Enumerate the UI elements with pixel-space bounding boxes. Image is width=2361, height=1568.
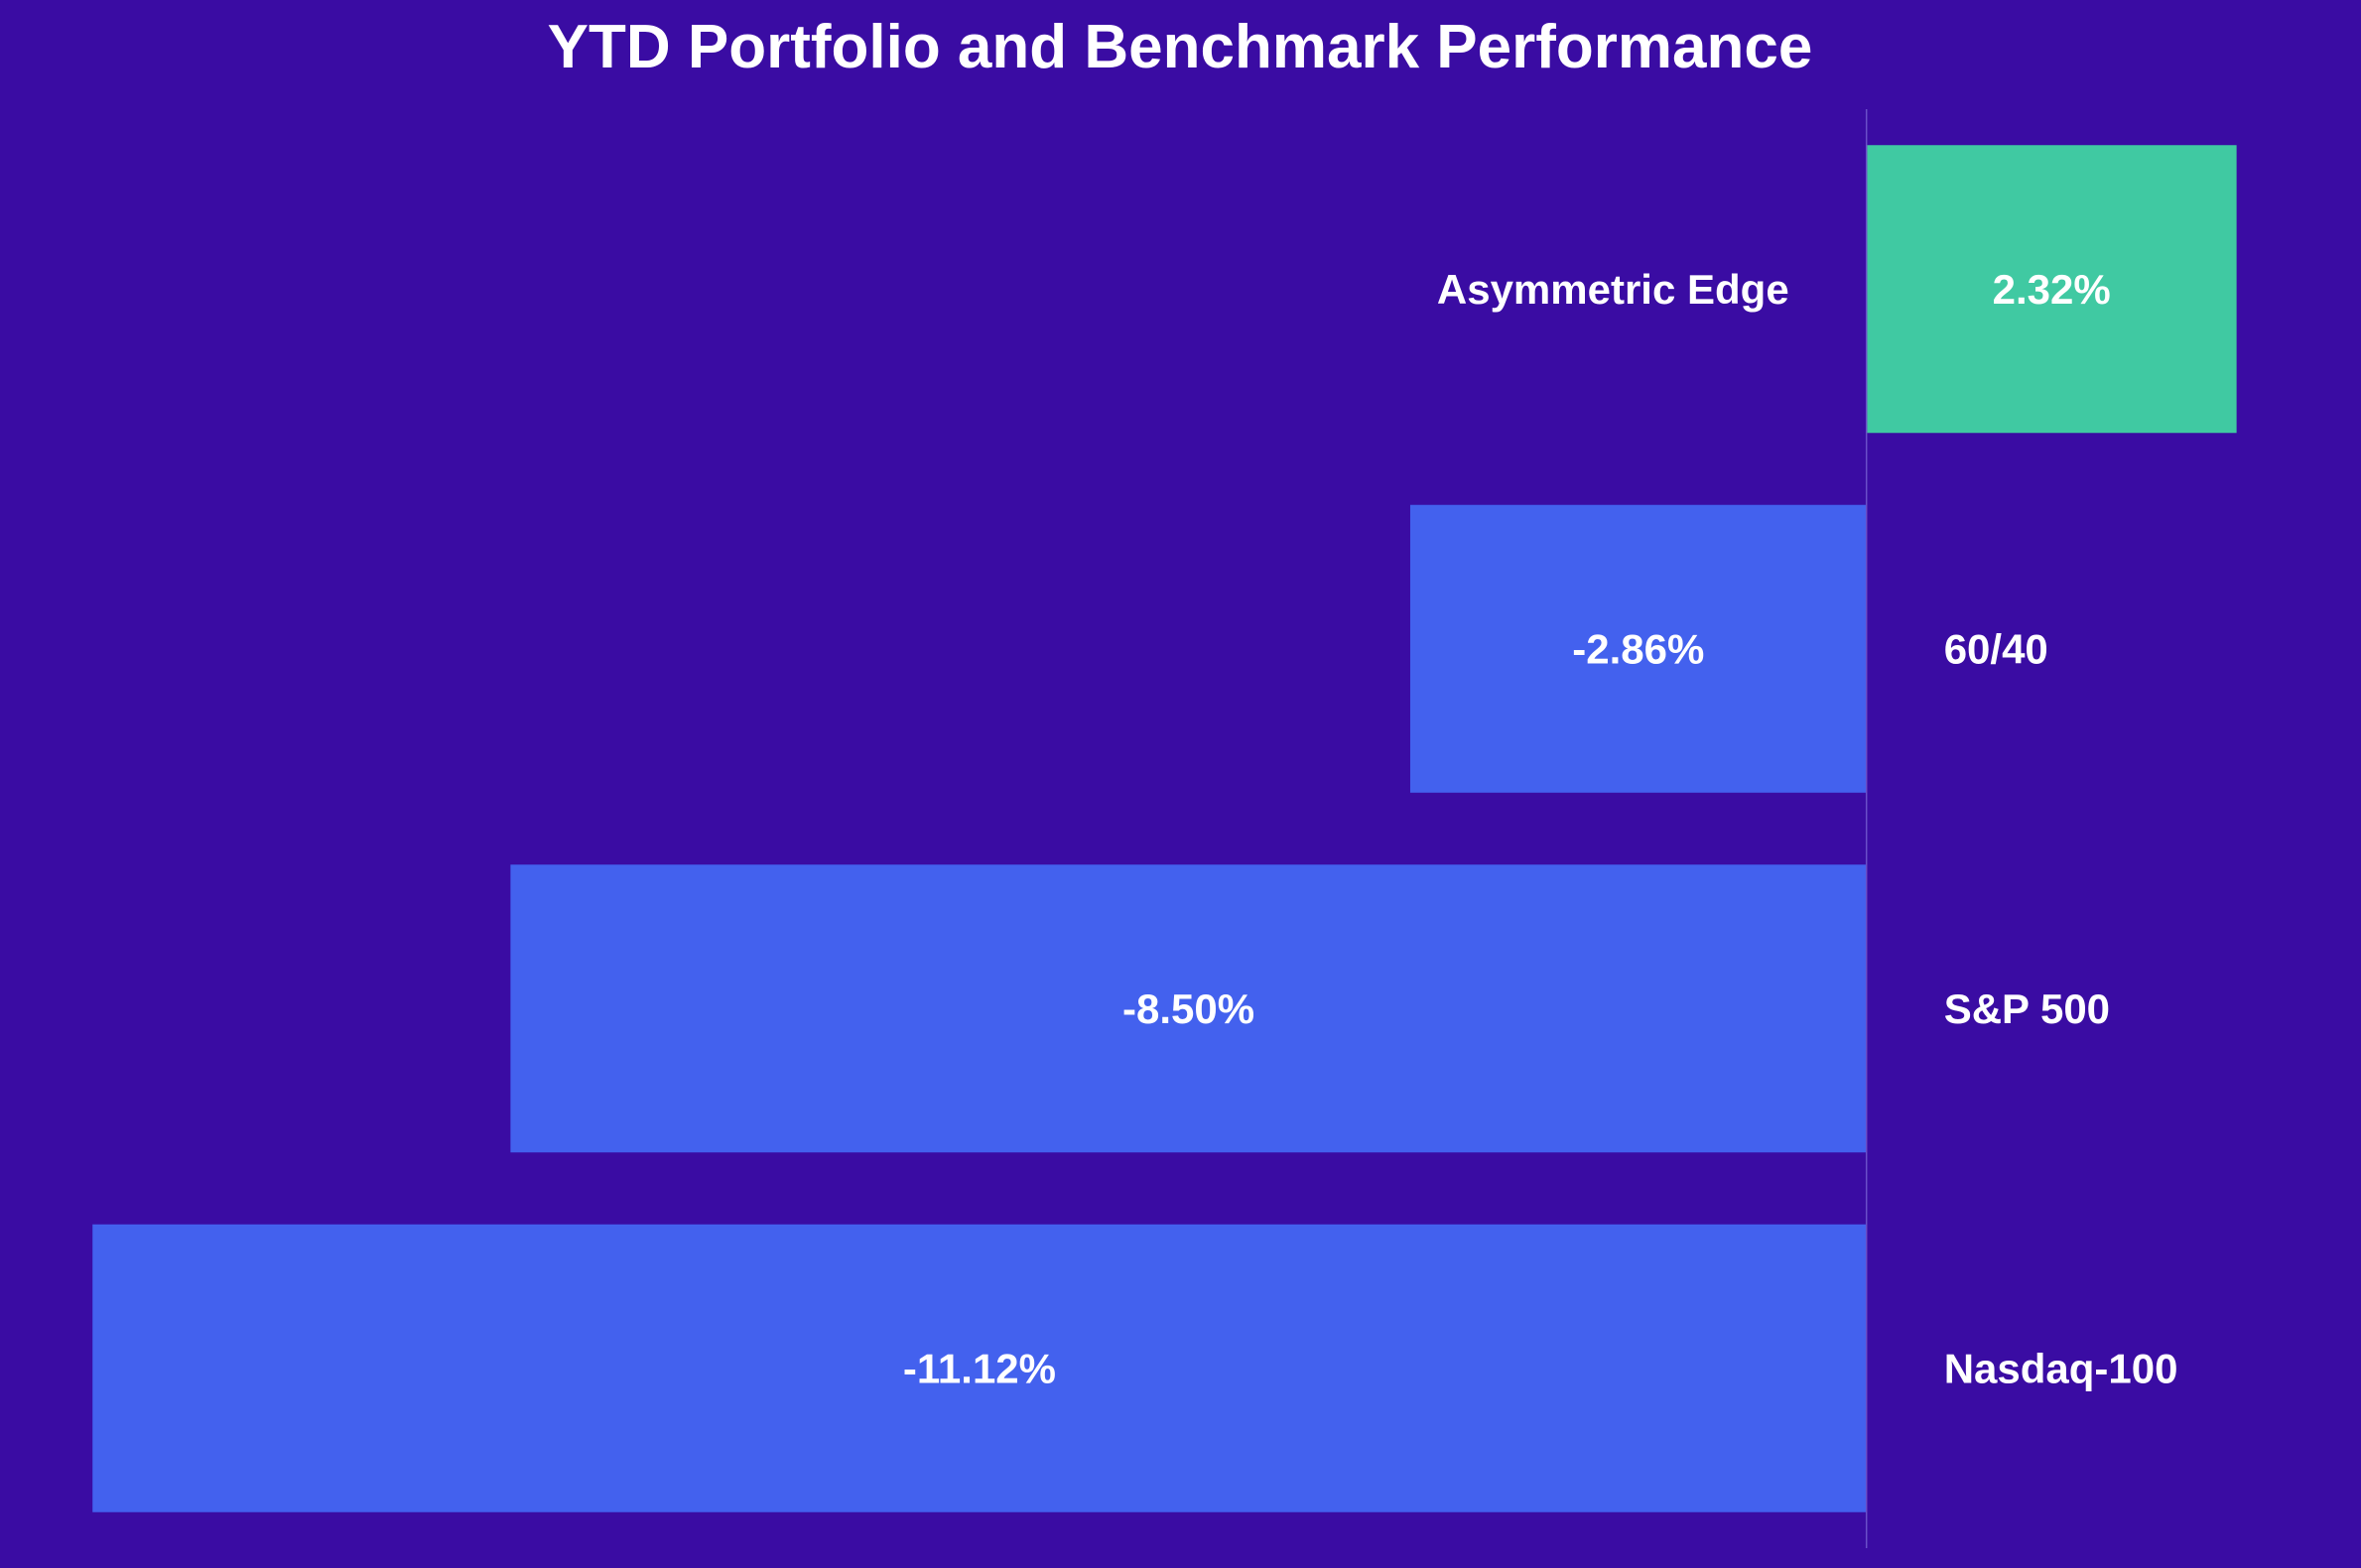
bar: [1409, 504, 1867, 793]
labels-layer: 2.32% Asymmetric Edge -2.86% 60/40 -8.50% S&P…: [903, 266, 2178, 1392]
bar-value-label: -11.12%: [903, 1345, 1056, 1391]
bar: [1866, 145, 2237, 434]
category-label: Nasdaq-100: [1944, 1345, 2178, 1391]
bar-value-label: -2.86%: [1572, 625, 1704, 672]
bars-layer: [92, 145, 2237, 1512]
category-label: S&P 500: [1944, 985, 2110, 1032]
category-label: 60/40: [1944, 625, 2048, 672]
chart-title: YTD Portfolio and Benchmark Performance: [548, 13, 1813, 81]
category-label: Asymmetric Edge: [1437, 266, 1789, 313]
bar-value-label: 2.32%: [1993, 266, 2111, 313]
bar-value-label: -8.50%: [1122, 985, 1254, 1032]
bar: [92, 1224, 1867, 1512]
bar: [510, 864, 1867, 1153]
